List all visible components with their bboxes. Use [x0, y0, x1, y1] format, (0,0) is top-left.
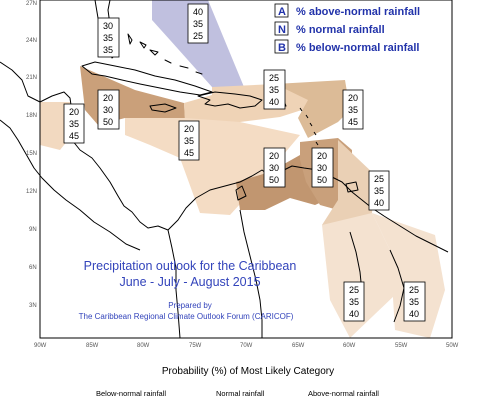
map-frame — [39, 0, 453, 339]
y-tick-18n: 18N — [26, 113, 37, 119]
legend-key-a-box — [274, 3, 289, 18]
y-tick-24n: 24N — [26, 38, 37, 44]
legend-key-b: B — [278, 42, 286, 54]
box-suriname-guiana-n: 35 — [409, 297, 419, 307]
forecast-regions — [40, 0, 445, 338]
region-trinidad-tobago — [322, 140, 375, 232]
map-title: Precipitation outlook for the Caribbean … — [79, 259, 297, 321]
bottom-legend-normal: Normal rainfall — [216, 389, 265, 398]
box-bahamas-north-b: 25 — [193, 31, 203, 41]
box-bahamas-north-n: 35 — [193, 19, 203, 29]
x-tick-90w: 90W — [34, 343, 47, 349]
box-suriname-guiana-b: 40 — [409, 309, 419, 319]
value-boxes: 40 35 25 30 35 35 20 30 50 25 35 40 20 3… — [63, 3, 426, 322]
box-bahamas-north: 40 35 25 — [187, 3, 209, 44]
x-tick-50w: 50W — [446, 343, 459, 349]
box-bahamas-south-b: 35 — [103, 45, 113, 55]
box-colombia-venezuela-b: 50 — [269, 175, 279, 185]
region-suriname-guiana — [372, 213, 445, 338]
box-hispaniola-n: 35 — [269, 85, 279, 95]
y-axis-ticks: 27N 24N 21N 18N 15N 12N 9N 6N 3N — [26, 1, 37, 309]
x-tick-55w: 55W — [395, 343, 408, 349]
box-colombia-venezuela: 20 30 50 — [263, 147, 286, 188]
y-tick-21n: 21N — [26, 75, 37, 81]
box-guyana-b: 40 — [349, 309, 359, 319]
x-tick-80w: 80W — [137, 343, 150, 349]
box-central-caribbean-n: 35 — [184, 136, 194, 146]
box-central-caribbean: 20 35 45 — [178, 120, 200, 161]
box-hispaniola: 25 35 40 — [263, 69, 286, 110]
box-colombia-venezuela-a: 20 — [269, 151, 279, 161]
box-cuba-jamaica: 20 30 50 — [97, 89, 120, 130]
legend-key-b-box — [274, 39, 289, 54]
abn-legend: A % above-normal rainfall N % normal rai… — [274, 3, 420, 54]
y-tick-12n: 12N — [26, 189, 37, 195]
box-central-caribbean-b: 45 — [184, 148, 194, 158]
box-central-caribbean-a: 20 — [184, 124, 194, 134]
legend-key-n: N — [278, 24, 286, 36]
title-line-2: June - July - August 2015 — [119, 275, 260, 289]
bottom-legend-below: Below-normal rainfall — [96, 389, 166, 398]
x-tick-75w: 75W — [189, 343, 202, 349]
box-suriname-guiana: 25 35 40 — [403, 281, 426, 322]
x-axis-ticks: 90W 85W 80W 75W 70W 65W 60W 55W 50W — [34, 343, 459, 349]
y-tick-9n: 9N — [29, 227, 37, 233]
y-tick-27n: 27N — [26, 1, 37, 7]
box-belize-yucatan-b: 45 — [69, 131, 79, 141]
box-trinidad-tobago: 25 35 40 — [368, 170, 390, 211]
box-belize-yucatan-n: 35 — [69, 119, 79, 129]
box-hispaniola-b: 40 — [269, 97, 279, 107]
box-windward-islands-b: 50 — [317, 175, 327, 185]
bottom-legend-above: Above-normal rainfall — [308, 389, 379, 398]
box-windward-islands-a: 20 — [317, 151, 327, 161]
box-bahamas-south-n: 35 — [103, 33, 113, 43]
region-lesser-antilles-north — [275, 80, 350, 138]
legend-text-b: % below-normal rainfall — [296, 42, 419, 54]
legend-text-n: % normal rainfall — [296, 24, 385, 36]
region-guyana — [322, 213, 395, 338]
box-lesser-antilles-north-a: 20 — [348, 93, 358, 103]
box-guyana: 25 35 40 — [343, 281, 365, 322]
box-guyana-a: 25 — [349, 285, 359, 295]
prepared-by: Prepared by — [168, 301, 212, 310]
bottom-legend: Below-normal rainfall Normal rainfall Ab… — [96, 389, 379, 398]
box-guyana-n: 35 — [349, 297, 359, 307]
legend-key-a: A — [278, 6, 286, 18]
region-central-caribbean — [125, 118, 300, 215]
box-bahamas-south-a: 30 — [103, 21, 113, 31]
box-suriname-guiana-a: 25 — [409, 285, 419, 295]
box-bahamas-south: 30 35 35 — [97, 17, 120, 58]
box-trinidad-tobago-n: 35 — [374, 186, 384, 196]
box-cuba-jamaica-n: 30 — [103, 105, 113, 115]
box-cuba-jamaica-a: 20 — [103, 93, 113, 103]
x-tick-85w: 85W — [86, 343, 99, 349]
prepared-org: The Caribbean Regional Climate Outlook F… — [79, 312, 294, 321]
box-windward-islands: 20 30 50 — [311, 147, 334, 188]
title-line-1: Precipitation outlook for the Caribbean — [84, 259, 297, 273]
legend-text-a: % above-normal rainfall — [296, 6, 420, 18]
box-lesser-antilles-north-b: 45 — [348, 117, 358, 127]
box-bahamas-north-a: 40 — [193, 7, 203, 17]
y-tick-15n: 15N — [26, 151, 37, 157]
x-tick-65w: 65W — [292, 343, 305, 349]
legend-key-n-box — [274, 21, 289, 36]
box-trinidad-tobago-b: 40 — [374, 198, 384, 208]
box-lesser-antilles-north-n: 35 — [348, 105, 358, 115]
x-tick-70w: 70W — [240, 343, 253, 349]
x-tick-60w: 60W — [343, 343, 356, 349]
region-bahamas-north — [152, 0, 244, 87]
bottom-caption: Probability (%) of Most Likely Category — [162, 366, 334, 377]
box-cuba-jamaica-b: 50 — [103, 117, 113, 127]
box-belize-yucatan: 20 35 45 — [63, 103, 85, 144]
box-hispaniola-a: 25 — [269, 73, 279, 83]
box-trinidad-tobago-a: 25 — [374, 174, 384, 184]
y-tick-6n: 6N — [29, 265, 37, 271]
box-windward-islands-n: 30 — [317, 163, 327, 173]
box-lesser-antilles-north: 20 35 45 — [342, 89, 364, 130]
box-belize-yucatan-a: 20 — [69, 107, 79, 117]
y-tick-3n: 3N — [29, 303, 37, 309]
box-colombia-venezuela-n: 30 — [269, 163, 279, 173]
